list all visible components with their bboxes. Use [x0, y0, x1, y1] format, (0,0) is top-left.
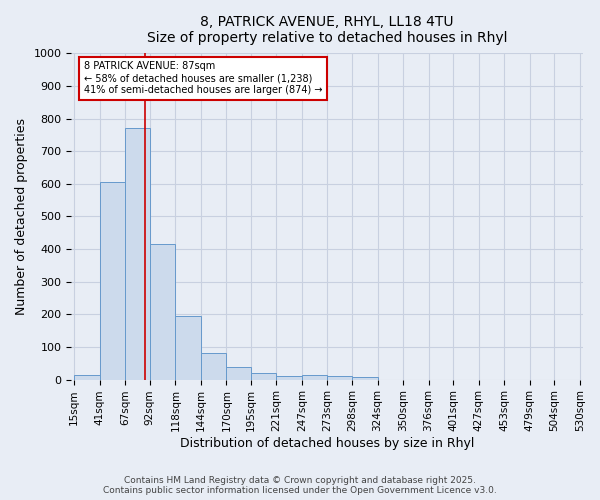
X-axis label: Distribution of detached houses by size in Rhyl: Distribution of detached houses by size …	[180, 437, 474, 450]
Text: Contains HM Land Registry data © Crown copyright and database right 2025.
Contai: Contains HM Land Registry data © Crown c…	[103, 476, 497, 495]
Text: 8 PATRICK AVENUE: 87sqm
← 58% of detached houses are smaller (1,238)
41% of semi: 8 PATRICK AVENUE: 87sqm ← 58% of detache…	[84, 62, 323, 94]
Bar	[302, 374, 328, 380]
Bar	[226, 367, 251, 380]
Bar	[150, 244, 175, 380]
Y-axis label: Number of detached properties: Number of detached properties	[15, 118, 28, 315]
Bar	[175, 316, 201, 380]
Bar	[74, 374, 100, 380]
Bar	[100, 182, 125, 380]
Bar	[201, 354, 226, 380]
Bar	[125, 128, 150, 380]
Bar	[352, 377, 377, 380]
Title: 8, PATRICK AVENUE, RHYL, LL18 4TU
Size of property relative to detached houses i: 8, PATRICK AVENUE, RHYL, LL18 4TU Size o…	[147, 15, 507, 45]
Bar	[328, 376, 352, 380]
Bar	[277, 376, 302, 380]
Bar	[251, 373, 277, 380]
